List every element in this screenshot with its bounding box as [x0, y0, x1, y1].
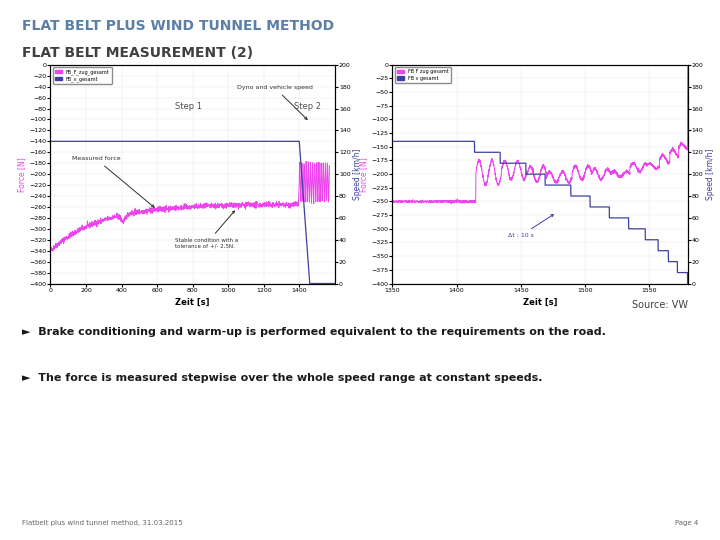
Text: Page 4: Page 4 [675, 521, 698, 526]
Text: FLAT BELT PLUS WIND TUNNEL METHOD: FLAT BELT PLUS WIND TUNNEL METHOD [22, 19, 334, 33]
Text: Step 2: Step 2 [294, 102, 321, 111]
Text: Stable condition with a
tolerance of +/- 2,5N.: Stable condition with a tolerance of +/-… [175, 211, 238, 249]
Y-axis label: Force [N]: Force [N] [359, 157, 369, 192]
Text: FLAT BELT MEASUREMENT (2): FLAT BELT MEASUREMENT (2) [22, 46, 253, 60]
Legend: FB_F_zug_gesamt, FB_v_gesamt: FB_F_zug_gesamt, FB_v_gesamt [53, 68, 112, 84]
Legend: FB F zug gesamt, FB v gesamt: FB F zug gesamt, FB v gesamt [395, 68, 451, 83]
Y-axis label: Speed [km/h]: Speed [km/h] [706, 148, 715, 200]
X-axis label: Zeit [s]: Zeit [s] [176, 298, 210, 307]
Text: ►  The force is measured stepwise over the whole speed range at constant speeds.: ► The force is measured stepwise over th… [22, 373, 542, 383]
Text: Dyno and vehicle speed: Dyno and vehicle speed [237, 85, 313, 119]
Text: ►  Brake conditioning and warm-up is performed equivalent to the requirements on: ► Brake conditioning and warm-up is perf… [22, 327, 606, 337]
X-axis label: Zeit [s]: Zeit [s] [523, 298, 557, 307]
Y-axis label: Speed [km/h]: Speed [km/h] [354, 148, 362, 200]
Text: Source: VW: Source: VW [631, 300, 688, 310]
Text: Δt : 10 s: Δt : 10 s [508, 214, 554, 238]
Text: Step 1: Step 1 [175, 102, 202, 111]
Y-axis label: Force [N]: Force [N] [17, 157, 27, 192]
Text: Flatbelt plus wind tunnel method, 31.03.2015: Flatbelt plus wind tunnel method, 31.03.… [22, 521, 182, 526]
Text: Measured force: Measured force [72, 157, 154, 207]
